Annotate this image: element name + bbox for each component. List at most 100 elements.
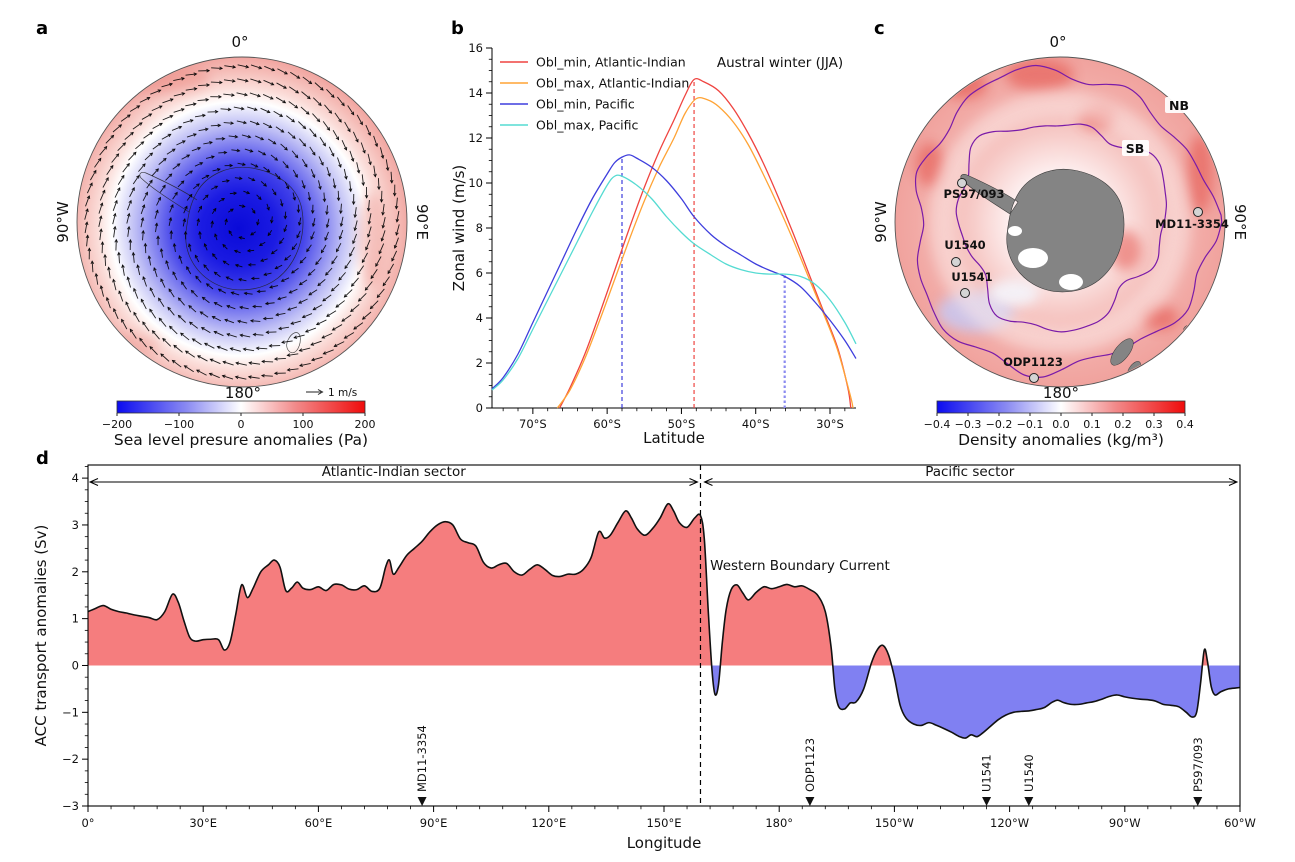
d-y-tick-label: −3 [62, 799, 79, 813]
c-colorbar-tick-label: 0.3 [1145, 418, 1163, 431]
site-label-u1541: U1541 [980, 754, 994, 792]
southern-boundary-contour [955, 123, 1168, 333]
d-x-tick-label: 150°E [647, 816, 682, 830]
site-dot-ps97-093 [957, 178, 967, 188]
c-colorbar-tick-label: 0.2 [1114, 418, 1132, 431]
a-compass-labels: 0° 180° 90°W 90°E [54, 33, 431, 402]
western-boundary-current-annotation: Western Boundary Current [710, 558, 890, 574]
wind-vector-arrows [84, 64, 400, 380]
series-obl-min-pacific [491, 154, 857, 390]
site-triangle-u1540 [1024, 797, 1034, 806]
b-ylabel: Zonal wind (m/s) [450, 165, 468, 292]
panel-d-letter: d [36, 448, 49, 469]
density-anomaly-patches [916, 59, 1213, 353]
b-season-annotation: Austral winter (JJA) [717, 55, 843, 71]
c-label-90w: 90°W [875, 201, 890, 243]
d-x-tick-label: 90°E [420, 816, 448, 830]
site-dot-u1540 [951, 257, 961, 267]
front-labels: NB SB [1122, 97, 1193, 156]
south-america-tip [896, 93, 927, 131]
site-triangle-u1541 [982, 797, 992, 806]
d-y-tick-label: 0 [72, 658, 79, 672]
d-y-tick-label: −2 [62, 752, 79, 766]
positive-transport-area [88, 503, 1240, 666]
site-dot-u1541 [960, 288, 970, 298]
d-y-tick-label: 2 [72, 565, 79, 579]
b-xlabel: Latitude [643, 429, 705, 447]
c-colorbar-tick-label: −0.4 [924, 418, 951, 431]
b-y-tick-label: 4 [476, 311, 483, 325]
series-obl-max-atlantic-indian [556, 97, 854, 409]
b-x-tick-label: 40°S [742, 417, 770, 431]
d-x-tick-label: 60°E [305, 816, 333, 830]
d-x-tick-label: 90°W [1109, 816, 1141, 830]
series-obl-max-pacific [491, 174, 857, 391]
d-x-tick-label: 150°W [875, 816, 914, 830]
c-colorbar-gradient [936, 400, 1186, 414]
c-label-0deg: 0° [1049, 33, 1066, 51]
panel-c-letter: c [874, 18, 885, 39]
a-label-0deg: 0° [231, 33, 248, 51]
c-label-180deg: 180° [1043, 384, 1079, 402]
d-x-tick-label: 180° [765, 816, 793, 830]
a-colorbar-gradient [116, 400, 366, 414]
site-label-md11-3354: MD11-3354 [415, 725, 429, 792]
c-colorbar-tick-label: −0.2 [986, 418, 1013, 431]
d-xlabel: Longitude [627, 834, 702, 852]
d-y-tick-label: 1 [72, 612, 79, 626]
c-colorbar: −0.4 −0.3 −0.2 −0.1 0.0 0.1 0.2 0.3 0.4 Density a… [924, 400, 1194, 449]
c-label-90e: 90°E [1231, 204, 1249, 240]
a-label-90e: 90°E [413, 204, 431, 240]
a-label-180deg: 180° [225, 384, 261, 402]
sector-label-pacific-sector: Pacific sector [925, 464, 1015, 480]
a-wind-scale: 1 m/s [306, 387, 357, 399]
d-y-tick-label: 4 [72, 471, 79, 485]
site-label-odp1123: ODP1123 [1003, 355, 1063, 369]
acc-transport-curve [87, 502, 1241, 739]
c-site-markers: PS97/093 MD11-3354 U1540 U1541 ODP1123 [944, 178, 1229, 383]
sector-atlantic-indian-sector: Atlantic-Indian sector [88, 464, 699, 486]
panel-b-letter: b [451, 18, 464, 39]
b-y-tick-label: 12 [468, 131, 483, 145]
island [1110, 338, 1134, 366]
b-y-tick-label: 2 [476, 356, 483, 370]
c-colorbar-title: Density anomalies (kg/m³) [958, 431, 1164, 449]
b-y-tick-label: 0 [476, 401, 483, 415]
d-site-markers: MD11-3354 ODP1123 U1541 U1540 PS97/093 [415, 725, 1205, 806]
b-y-tick-label: 16 [468, 41, 483, 55]
b-y-tick-label: 14 [468, 86, 483, 100]
c-colorbar-tick-label: 0.1 [1083, 418, 1101, 431]
a-colorbar-tick-label: −200 [102, 418, 132, 431]
d-axes: 0° 30°E 60°E 90°E 120°E 150°E 180° 150°W 120°W 90… [62, 466, 1256, 830]
c-colorbar-tick-label: 0.4 [1176, 418, 1194, 431]
c-colorbar-tick-label: 0.0 [1052, 418, 1070, 431]
legend-label-obl-max-atlantic-indian: Obl_max, Atlantic-Indian [536, 76, 689, 91]
a-colorbar-tick-label: −100 [164, 418, 194, 431]
antarctica-continent [960, 168, 1125, 293]
a-colorbar-tick-label: 200 [355, 418, 376, 431]
sb-front-label: SB [1126, 141, 1145, 156]
nb-front-label: NB [1169, 98, 1189, 113]
legend-label-obl-min-pacific: Obl_min, Pacific [536, 97, 635, 112]
site-label-u1540: U1540 [944, 238, 985, 252]
panel-a-letter: a [36, 18, 49, 39]
site-triangle-ps97-093 [1193, 797, 1203, 806]
panel-d-acc-transport-chart: Atlantic-Indian sector Pacific sector West… [32, 464, 1256, 852]
site-triangle-odp1123 [805, 797, 815, 806]
site-triangle-md11-3354 [417, 797, 427, 806]
d-y-tick-label: −1 [62, 705, 79, 719]
legend-label-obl-min-atlantic-indian: Obl_min, Atlantic-Indian [536, 55, 686, 70]
wind-scale-label: 1 m/s [328, 387, 357, 399]
c-colorbar-tick-label: −0.3 [955, 418, 982, 431]
b-y-tick-label: 8 [476, 221, 483, 235]
site-dot-odp1123 [1029, 373, 1039, 383]
slp-map-disc [76, 56, 408, 388]
d-x-tick-label: 0° [81, 816, 94, 830]
legend-label-obl-max-pacific: Obl_max, Pacific [536, 118, 639, 133]
panel-b-zonal-wind-chart: 70°S 60°S 50°S 40°S 30°S 0 2 4 6 8 10 12 14 16 Latitud… [450, 41, 857, 447]
site-label-md11-3354: MD11-3354 [1155, 217, 1229, 231]
b-x-tick-label: 70°S [519, 417, 547, 431]
a-colorbar-tick-label: 100 [293, 418, 314, 431]
site-label-ps97-093: PS97/093 [1191, 737, 1205, 792]
